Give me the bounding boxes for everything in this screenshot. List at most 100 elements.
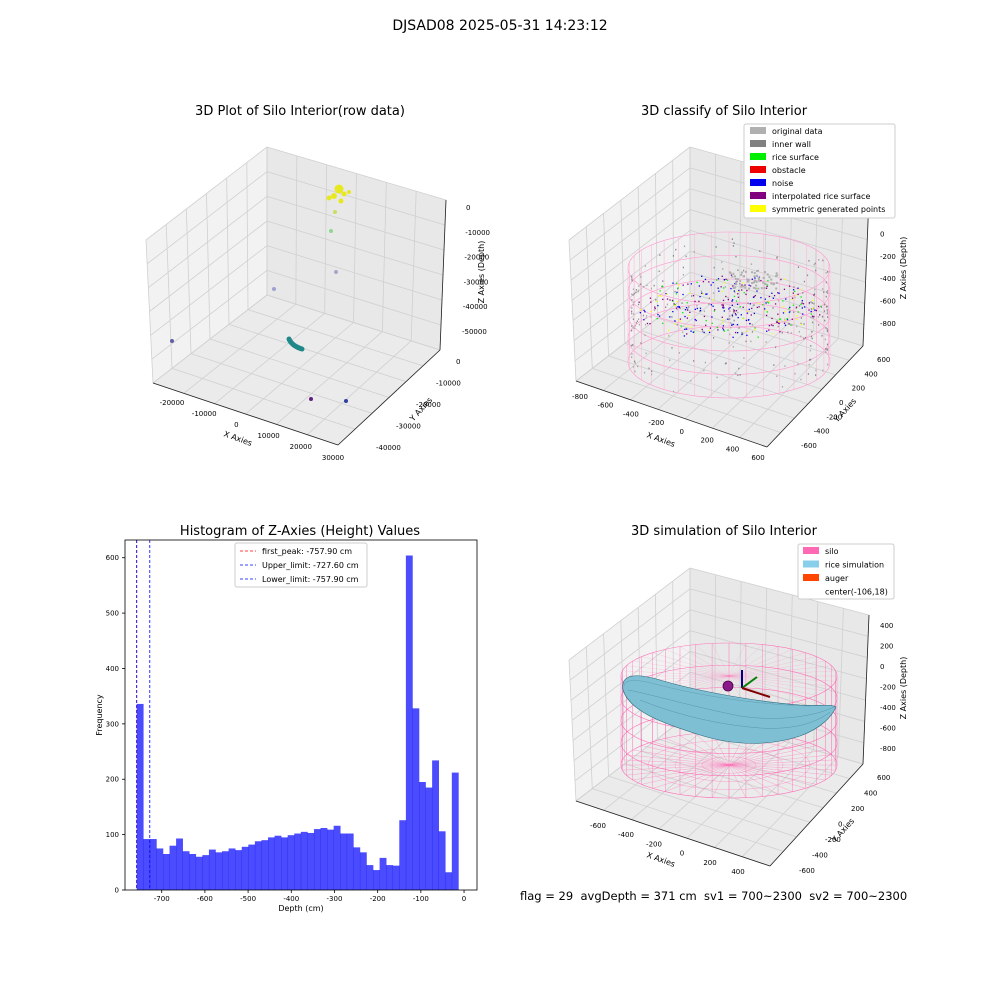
surface-point <box>748 284 750 286</box>
x-tick-label: 0 <box>679 428 683 436</box>
surface-point <box>685 328 688 330</box>
wall-point <box>672 255 675 257</box>
surface-point <box>783 288 786 290</box>
original-point <box>746 278 749 281</box>
wall-point <box>732 346 734 348</box>
raw-point <box>347 190 351 194</box>
wall-point <box>648 367 650 370</box>
wall-point <box>708 303 710 305</box>
pane <box>146 147 267 383</box>
gridline <box>568 659 577 802</box>
wall-point <box>644 323 647 326</box>
wall-point <box>631 353 633 355</box>
wall-point <box>826 316 829 318</box>
surface-point <box>703 331 705 334</box>
gridline <box>569 588 691 681</box>
wall-point <box>772 307 774 309</box>
histogram-bar <box>235 850 243 890</box>
legend-label: Upper_limit: -727.60 cm <box>262 561 359 570</box>
wall-point <box>773 364 775 366</box>
silo-wireframe <box>620 642 838 799</box>
wall-point <box>743 357 745 359</box>
wall-point <box>666 303 669 306</box>
wall-point <box>735 255 737 258</box>
wall-point <box>729 310 731 312</box>
wall-point <box>742 332 744 334</box>
wall-point <box>631 310 633 313</box>
surface-point <box>800 303 802 305</box>
wall-point <box>789 310 791 313</box>
wall-point <box>826 271 829 273</box>
wall-point <box>637 290 639 293</box>
surface-point <box>714 309 716 311</box>
wall-point <box>759 250 761 253</box>
pane <box>576 714 863 866</box>
surface-point <box>748 308 750 311</box>
gridline <box>641 750 824 809</box>
surface-point <box>808 309 810 311</box>
surface-point <box>801 300 803 302</box>
surface-point <box>712 305 714 307</box>
surface-point <box>764 298 766 300</box>
surface-point <box>701 275 703 277</box>
wall-point <box>671 347 673 349</box>
wall-point <box>650 287 653 290</box>
gridline <box>570 609 691 701</box>
y-axis-label: Y Axies <box>829 817 856 845</box>
gridline <box>592 788 784 852</box>
x-tick-label: 600 <box>751 454 764 462</box>
surface-point <box>676 282 678 284</box>
legend-label: Lower_limit: -757.90 cm <box>262 575 359 584</box>
silo-roof-spoke <box>728 660 826 677</box>
wall-point <box>826 289 829 292</box>
histogram-bar <box>340 833 348 890</box>
histogram-bar <box>143 839 151 890</box>
original-point <box>740 273 743 276</box>
original-point <box>770 282 773 285</box>
surface-point <box>687 325 689 327</box>
legend-label: noise <box>772 179 793 188</box>
legend-label: rice simulation <box>825 561 884 570</box>
histogram-legend: first_peak: -757.90 cm Upper_limit: -727.… <box>234 542 368 588</box>
surface-point <box>790 324 792 326</box>
wall-point <box>808 302 810 305</box>
original-point <box>764 271 767 274</box>
surface-point <box>765 287 768 289</box>
wall-point <box>826 343 829 346</box>
surface-point <box>678 284 680 286</box>
silo-roof-spoke <box>728 675 793 703</box>
surface-point <box>791 318 793 320</box>
surface-point <box>767 301 769 303</box>
raw-point <box>331 193 337 199</box>
surface-point <box>740 314 742 316</box>
surface-point <box>767 279 769 282</box>
rice-simulation-surface <box>622 675 837 744</box>
surface-point <box>732 336 734 338</box>
classify-panel-title: 3D classify of Silo Interior <box>640 104 808 119</box>
surface-point <box>732 299 734 301</box>
silo-roof-spoke <box>665 649 730 677</box>
classify-legend: original data inner wall rice surface obsta… <box>743 123 896 219</box>
y-tick-label: 200 <box>851 805 864 813</box>
wall-point <box>725 362 727 365</box>
surface-point <box>727 329 729 331</box>
wall-point <box>814 262 816 265</box>
wall-point <box>642 314 645 317</box>
surface-point <box>815 309 817 312</box>
surface-point <box>737 293 739 295</box>
wall-point <box>643 285 645 288</box>
histogram-bar <box>254 841 262 890</box>
wall-point <box>733 319 735 322</box>
histogram-bar <box>228 848 236 890</box>
silo-roof-spoke <box>728 643 747 677</box>
surface-point <box>705 324 707 326</box>
surface-point <box>730 274 733 276</box>
surface-point <box>737 296 740 298</box>
wall-point <box>817 316 819 318</box>
wall-point <box>810 301 812 303</box>
wall-point <box>682 273 685 276</box>
surface-point <box>777 313 779 315</box>
surface-point <box>711 316 713 318</box>
histogram-bar <box>418 782 426 890</box>
gridline <box>569 167 691 261</box>
